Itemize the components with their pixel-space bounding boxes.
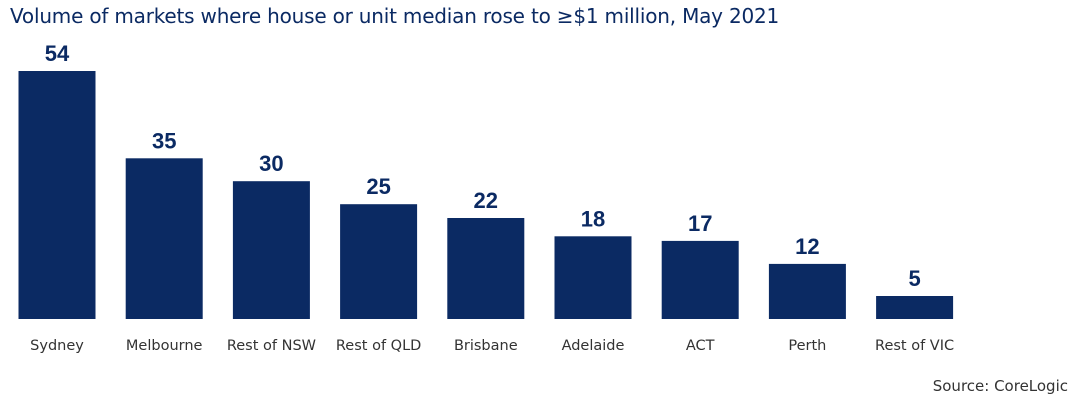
value-label-melbourne: 35: [152, 128, 176, 153]
category-label-rest-of-nsw: Rest of NSW: [227, 338, 316, 354]
value-label-rest-of-qld: 25: [366, 174, 390, 199]
value-label-perth: 12: [795, 234, 819, 259]
source-note: Source: CoreLogic: [932, 377, 1068, 395]
bar-melbourne: [125, 158, 203, 319]
category-label-brisbane: Brisbane: [454, 338, 518, 354]
value-label-rest-of-nsw: 30: [259, 151, 283, 176]
value-label-brisbane: 22: [474, 188, 498, 213]
bar-act: [661, 240, 739, 319]
value-label-rest-of-vic: 5: [908, 266, 920, 291]
bar-sydney: [18, 71, 96, 319]
chart-title: Volume of markets where house or unit me…: [10, 4, 780, 28]
bar-rest-of-nsw: [232, 181, 310, 319]
category-label-melbourne: Melbourne: [126, 338, 203, 354]
bar-rest-of-vic: [876, 296, 954, 319]
bar-perth: [768, 263, 846, 319]
category-label-rest-of-vic: Rest of VIC: [875, 338, 954, 354]
category-label-act: ACT: [686, 338, 715, 354]
category-labels-group: Sydney Melbourne Rest of NSW Rest of QLD Bri…: [30, 338, 954, 354]
category-label-adelaide: Adelaide: [562, 338, 625, 354]
bar-brisbane: [447, 218, 525, 319]
value-label-adelaide: 18: [581, 206, 605, 231]
value-label-sydney: 54: [45, 41, 70, 66]
bar-rest-of-qld: [340, 204, 418, 319]
bars-group: [18, 71, 954, 319]
value-labels-group: 54 35 30 25 22 18 17 12 5: [45, 41, 921, 291]
category-label-perth: Perth: [788, 338, 826, 354]
category-label-sydney: Sydney: [30, 338, 84, 354]
category-label-rest-of-qld: Rest of QLD: [336, 338, 421, 354]
bar-adelaide: [554, 236, 632, 319]
value-label-act: 17: [688, 211, 712, 236]
